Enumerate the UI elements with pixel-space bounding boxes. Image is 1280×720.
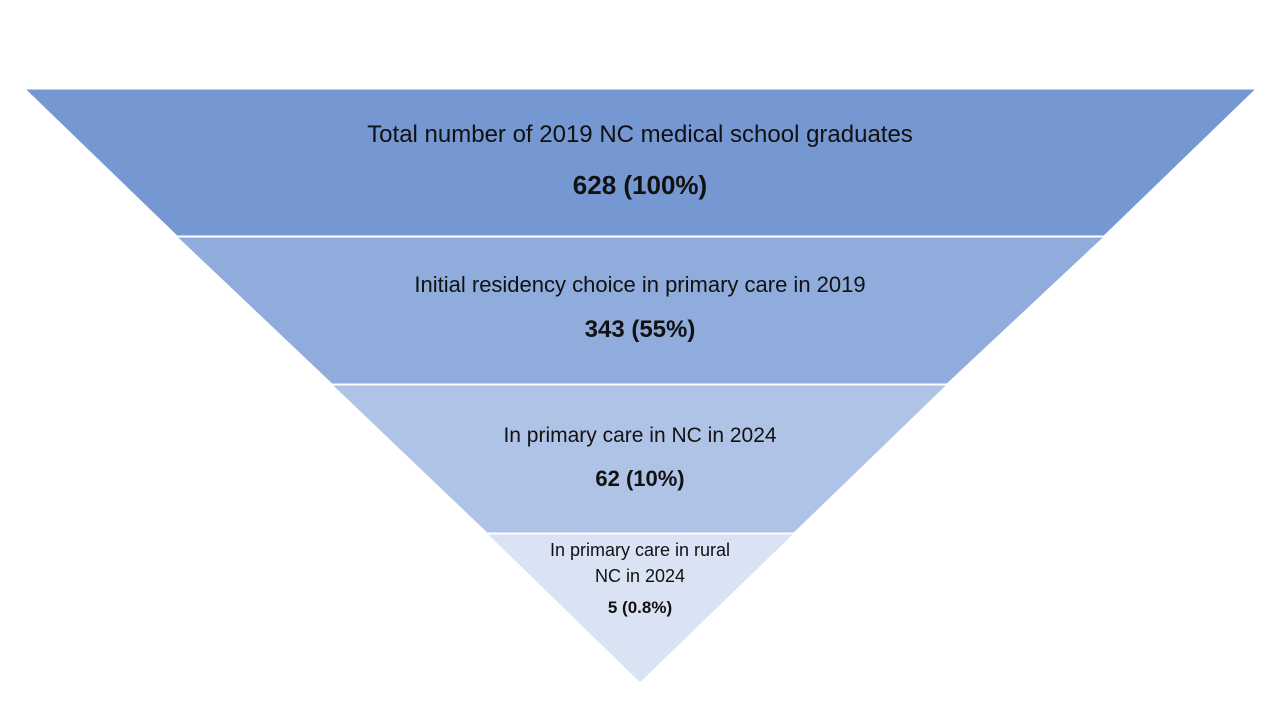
funnel-tier-3-shape	[485, 533, 796, 684]
funnel-tier-1-shape	[175, 236, 1106, 385]
funnel-tier-3-label: In primary care in rural NC in 2024	[549, 540, 731, 586]
funnel-tier-3-value: 5 (0.8%)	[607, 598, 673, 617]
funnel-tier-0-value: 628 (100%)	[572, 170, 708, 200]
funnel-tier-2-value: 62 (10%)	[595, 466, 685, 491]
funnel-tier-2-label: In primary care in NC in 2024	[503, 424, 777, 447]
funnel-tier-0-shape	[23, 88, 1258, 237]
funnel-tier-1-label: Initial residency choice in primary care…	[414, 272, 866, 297]
funnel-tier-0-label: Total number of 2019 NC medical school g…	[367, 121, 913, 148]
funnel-tier-2-shape	[330, 384, 949, 534]
funnel-tier-1-value: 343 (55%)	[584, 316, 696, 343]
